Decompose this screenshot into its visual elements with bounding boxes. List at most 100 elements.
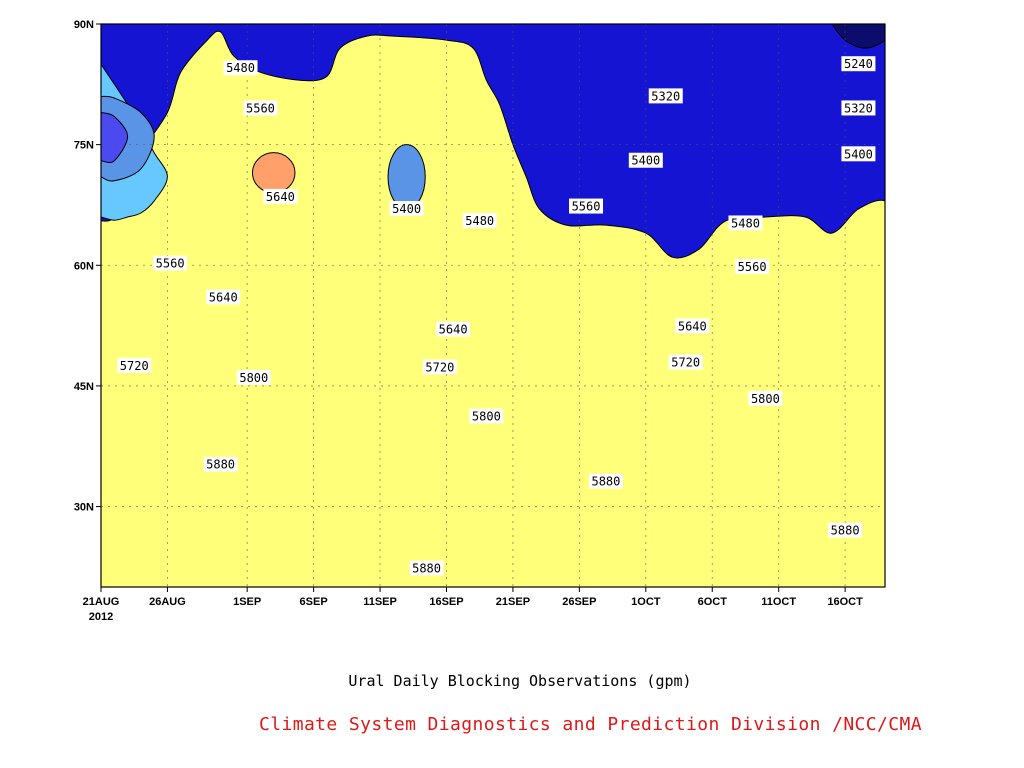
contour-label: 5400 — [389, 200, 424, 216]
contour-label: 5880 — [203, 456, 238, 472]
contour-label-text: 5400 — [631, 154, 660, 168]
contour-label: 5800 — [748, 390, 783, 406]
contour-label: 5560 — [569, 198, 604, 214]
contour-label: 5320 — [648, 88, 683, 104]
contour-label-text: 5640 — [209, 290, 238, 304]
x-tick-label: 1OCT — [631, 596, 661, 608]
y-tick-label: 90N — [74, 19, 94, 31]
contour-label: 5720 — [422, 359, 457, 375]
contour-label-background — [841, 56, 876, 72]
contour-label-text: 5560 — [246, 101, 275, 115]
contour-label: 5640 — [675, 318, 710, 334]
contour-label-text: 5800 — [239, 371, 268, 385]
band-5480-fill — [101, 31, 885, 587]
contour-label: 5400 — [841, 146, 876, 162]
contour-label: 5720 — [117, 357, 152, 373]
low-5400-cell — [387, 144, 426, 210]
contour-label: 5640 — [206, 289, 241, 305]
contour-label-background — [389, 200, 424, 216]
x-tick-label: 21AUG — [83, 596, 120, 608]
contour-label-background — [588, 473, 623, 489]
contour-label-background — [409, 560, 444, 576]
contour-label: 5880 — [409, 560, 444, 576]
contour-label: 5560 — [243, 100, 278, 116]
contour-label: 5800 — [469, 408, 504, 424]
contour-label-text: 5880 — [591, 475, 620, 489]
x-tick-label: 6SEP — [300, 596, 328, 608]
contour-label: 5800 — [1008, 418, 1024, 433]
contour-label-background — [223, 60, 258, 76]
contour-labels: 5480 5560 5640 5560 5640 5720 5800 5880 5400 5480… — [117, 56, 1024, 576]
contour-label: 5720 — [934, 376, 968, 391]
contour-label: 5240 — [841, 56, 876, 72]
plot-frame — [100, 23, 886, 588]
contour-label-background — [841, 100, 876, 116]
contour-label: 5640 — [263, 188, 298, 204]
contour-label: 5320 — [841, 100, 876, 116]
contour-label-text: 5560 — [156, 257, 185, 271]
contour-label-text: 5800 — [751, 392, 780, 406]
filled-contour-bands — [101, 24, 885, 587]
x-tick-label: 16SEP — [429, 596, 463, 608]
x-tick-label: 26AUG — [149, 596, 186, 608]
contour-label-text: 5880 — [412, 562, 441, 576]
contour-label-text: 5720 — [120, 359, 149, 373]
contour-label-text: 5480 — [226, 61, 255, 75]
contour-label-background — [462, 213, 497, 229]
contour-label-background — [117, 357, 152, 373]
contour-label-background — [469, 408, 504, 424]
contour-label-text: 5560 — [738, 260, 767, 274]
chart-caption: Ural Daily Blocking Observations (gpm) — [348, 672, 692, 690]
contour-label-text: 5400 — [392, 202, 421, 216]
x-axis-year-label: 2012 — [89, 611, 113, 623]
contour-label: 5480 — [895, 239, 929, 254]
contour-label-background — [668, 354, 703, 370]
contour-label-text: 5800 — [472, 409, 501, 423]
contour-label: 5480 — [728, 215, 763, 231]
contour-label-text: 5320 — [844, 101, 873, 115]
grid-lines — [101, 24, 885, 587]
y-tick-label: 60N — [74, 260, 94, 272]
contour-label-text: 5880 — [206, 458, 235, 472]
contour-label-background — [236, 369, 271, 385]
x-tick-label: 16OCT — [827, 596, 863, 608]
contour-label-background — [436, 321, 471, 337]
contour-label: 5880 — [588, 473, 623, 489]
contour-label-text: 5560 — [964, 249, 993, 263]
contour-label-text: 5480 — [465, 214, 494, 228]
y-axis-ticks: 90N 75N 60N 45N 30N — [74, 19, 101, 514]
y-tick-label: 30N — [74, 502, 94, 514]
contour-label-background — [895, 239, 929, 254]
contour-label: 5480 — [981, 114, 1015, 129]
contour-label-text: 5640 — [678, 319, 707, 333]
contour-label-background — [153, 255, 188, 271]
polar-5240-core — [831, 24, 885, 49]
contour-label-text: 5640 — [439, 323, 468, 337]
contour-label-background — [934, 376, 968, 391]
contour-label-text: 5560 — [572, 200, 601, 214]
x-tick-label: 11SEP — [363, 596, 397, 608]
x-axis-ticks: 21AUG 26AUG 1SEP 6SEP 11SEP 16SEP 21SEP 26SEP 1O… — [83, 587, 863, 608]
contour-label-text: 5480 — [731, 216, 760, 230]
y-tick-label: 75N — [74, 140, 94, 152]
contour-label-background — [569, 198, 604, 214]
x-tick-label: 6OCT — [698, 596, 728, 608]
contour-label-background — [735, 258, 770, 274]
contour-label: 5400 — [628, 152, 663, 168]
contour-label-text: 5640 — [924, 301, 953, 315]
band-5480-region — [101, 30, 885, 587]
contour-label-text: 5400 — [844, 147, 873, 161]
contour-label-background — [675, 318, 710, 334]
contour-label: 5880 — [828, 522, 863, 538]
contour-label-text: 5480 — [897, 240, 926, 254]
contour-label-background — [728, 215, 763, 231]
contour-label-background — [628, 152, 663, 168]
contour-label-text: 5880 — [831, 524, 860, 538]
contour-label: 5480 — [223, 60, 258, 76]
contour-label-text: 5240 — [844, 57, 873, 71]
contour-label-background — [981, 114, 1015, 129]
contour-label-background — [422, 359, 457, 375]
contour-label-background — [243, 100, 278, 116]
contour-label-background — [203, 456, 238, 472]
